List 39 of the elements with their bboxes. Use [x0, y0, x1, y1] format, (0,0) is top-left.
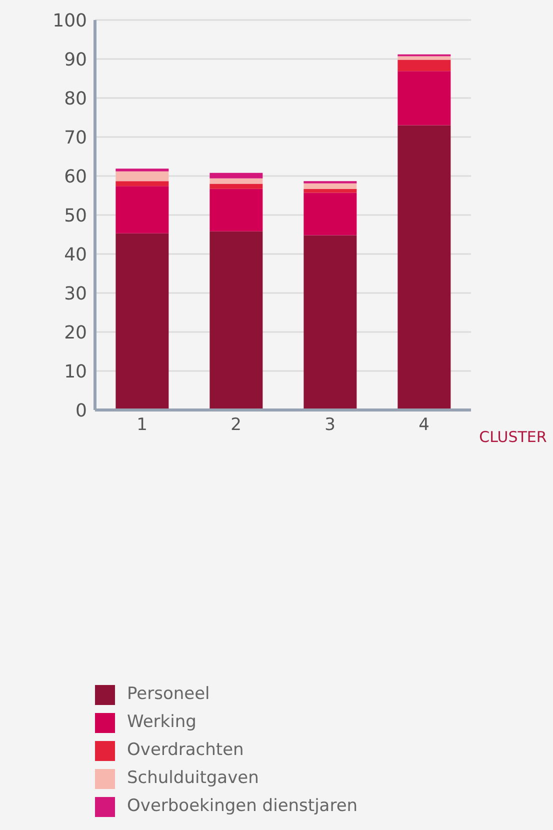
legend-label: Personeel: [127, 684, 210, 704]
y-tick-label: 40: [64, 244, 87, 266]
bar: [398, 60, 451, 72]
y-tick-label: 90: [64, 49, 87, 70]
legend-label: Overdrachten: [127, 740, 244, 760]
x-tick-label: 1: [136, 415, 148, 436]
y-tick-label: 60: [64, 166, 87, 188]
bar: [116, 168, 169, 172]
x-tick-label: 3: [324, 415, 336, 436]
bar: [210, 172, 263, 178]
bar: [304, 235, 357, 410]
bar: [210, 231, 263, 410]
y-tick-label: 100: [52, 10, 87, 32]
x-tick-label: 2: [230, 415, 242, 436]
bar: [116, 186, 169, 234]
x-tick-label: 4: [418, 415, 430, 436]
bar: [398, 71, 451, 126]
bar: [398, 125, 451, 410]
bar: [116, 171, 169, 182]
y-tick-label: 70: [64, 127, 87, 148]
y-tick-label: 30: [64, 283, 87, 304]
bar: [210, 178, 263, 184]
bar: [210, 188, 263, 232]
legend-label: Overboekingen dienstjaren: [127, 796, 358, 816]
legend-label: Werking: [127, 712, 196, 732]
bar: [304, 188, 357, 193]
x-axis-title: CLUSTER: [479, 428, 547, 446]
bar: [304, 183, 357, 189]
bar: [210, 184, 263, 189]
legend-label: Schulduitgaven: [127, 768, 259, 788]
y-tick-label: 10: [64, 361, 87, 382]
bar: [116, 181, 169, 186]
bar: [398, 56, 451, 60]
y-tick-label: 20: [64, 322, 87, 344]
bar: [304, 192, 357, 236]
bar: [116, 233, 169, 410]
y-tick-label: 0: [76, 400, 87, 422]
y-tick-label: 80: [64, 88, 87, 110]
y-tick-label: 50: [64, 205, 87, 226]
